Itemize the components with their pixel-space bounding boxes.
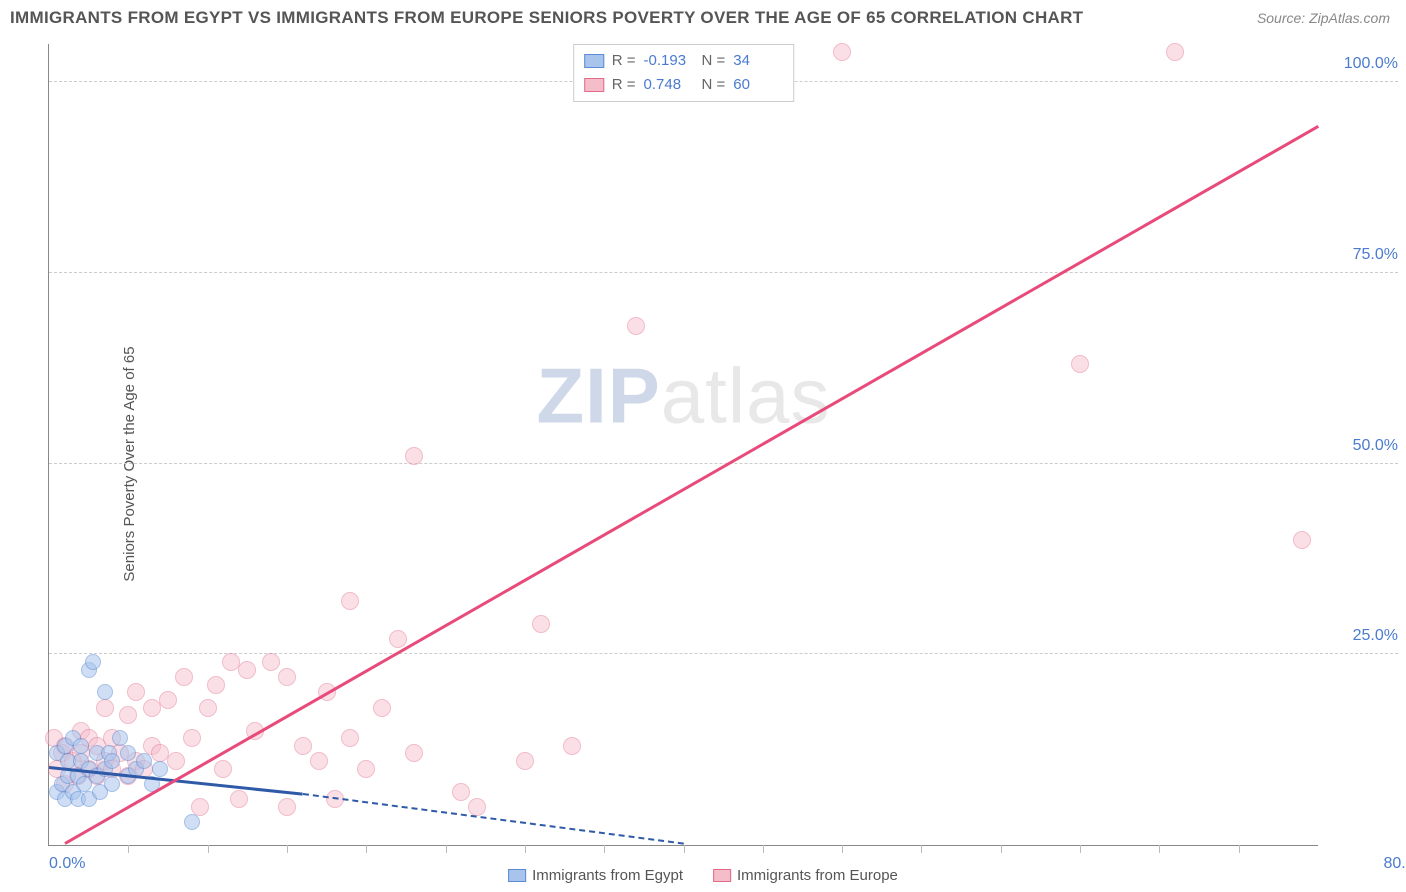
data-point-europe bbox=[833, 43, 851, 61]
legend-label-europe: Immigrants from Europe bbox=[737, 867, 898, 884]
x-tick bbox=[208, 845, 209, 853]
data-point-europe bbox=[191, 798, 209, 816]
data-point-egypt bbox=[104, 776, 120, 792]
y-tick-label: 50.0% bbox=[1328, 437, 1398, 455]
r-label: R = bbox=[612, 49, 636, 73]
data-point-europe bbox=[294, 737, 312, 755]
y-tick-label: 25.0% bbox=[1328, 627, 1398, 645]
x-tick bbox=[921, 845, 922, 853]
trend-line-europe bbox=[64, 125, 1319, 845]
data-point-europe bbox=[373, 699, 391, 717]
data-point-europe bbox=[183, 729, 201, 747]
data-point-europe bbox=[405, 447, 423, 465]
data-point-europe bbox=[214, 760, 232, 778]
x-tick bbox=[1001, 845, 1002, 853]
data-point-egypt bbox=[136, 753, 152, 769]
x-tick bbox=[128, 845, 129, 853]
x-tick bbox=[842, 845, 843, 853]
x-tick bbox=[684, 845, 685, 853]
data-point-europe bbox=[627, 317, 645, 335]
x-tick bbox=[604, 845, 605, 853]
legend-item-egypt: Immigrants from Egypt bbox=[508, 867, 683, 884]
data-point-europe bbox=[262, 653, 280, 671]
data-point-europe bbox=[119, 706, 137, 724]
legend-label-egypt: Immigrants from Egypt bbox=[532, 867, 683, 884]
x-tick bbox=[287, 845, 288, 853]
data-point-europe bbox=[207, 676, 225, 694]
data-point-egypt bbox=[97, 684, 113, 700]
n-value-europe: 60 bbox=[733, 73, 783, 97]
n-label: N = bbox=[702, 49, 726, 73]
gridline bbox=[49, 272, 1398, 273]
data-point-europe bbox=[96, 699, 114, 717]
chart-title: IMMIGRANTS FROM EGYPT VS IMMIGRANTS FROM… bbox=[10, 8, 1083, 28]
data-point-europe bbox=[230, 790, 248, 808]
data-point-europe bbox=[563, 737, 581, 755]
x-tick-label: 80.0% bbox=[1383, 855, 1406, 873]
x-tick bbox=[763, 845, 764, 853]
gridline bbox=[49, 653, 1398, 654]
y-tick-label: 100.0% bbox=[1328, 55, 1398, 73]
data-point-europe bbox=[167, 752, 185, 770]
swatch-egypt bbox=[508, 869, 526, 882]
swatch-egypt bbox=[584, 54, 604, 68]
data-point-egypt bbox=[184, 814, 200, 830]
x-tick bbox=[446, 845, 447, 853]
x-tick bbox=[1159, 845, 1160, 853]
swatch-europe bbox=[713, 869, 731, 882]
data-point-europe bbox=[310, 752, 328, 770]
x-tick bbox=[1239, 845, 1240, 853]
data-point-europe bbox=[357, 760, 375, 778]
data-point-europe bbox=[175, 668, 193, 686]
legend-row-egypt: R = -0.193 N = 34 bbox=[584, 49, 784, 73]
n-value-egypt: 34 bbox=[733, 49, 783, 73]
data-point-europe bbox=[238, 661, 256, 679]
data-point-europe bbox=[278, 798, 296, 816]
data-point-europe bbox=[1166, 43, 1184, 61]
trend-line-egypt-ext bbox=[303, 793, 684, 845]
data-point-egypt bbox=[104, 753, 120, 769]
data-point-europe bbox=[127, 683, 145, 701]
source-attribution: Source: ZipAtlas.com bbox=[1257, 10, 1390, 26]
chart-area: Seniors Poverty Over the Age of 65 R = -… bbox=[0, 36, 1406, 892]
data-point-egypt bbox=[152, 761, 168, 777]
correlation-legend: R = -0.193 N = 34 R = 0.748 N = 60 bbox=[573, 44, 795, 102]
plot-region: R = -0.193 N = 34 R = 0.748 N = 60 ZIPat… bbox=[48, 44, 1318, 846]
data-point-europe bbox=[1071, 355, 1089, 373]
x-tick bbox=[525, 845, 526, 853]
data-point-europe bbox=[1293, 531, 1311, 549]
r-value-egypt: -0.193 bbox=[644, 49, 694, 73]
x-tick bbox=[366, 845, 367, 853]
data-point-egypt bbox=[73, 738, 89, 754]
data-point-europe bbox=[405, 744, 423, 762]
data-point-europe bbox=[199, 699, 217, 717]
r-value-europe: 0.748 bbox=[644, 73, 694, 97]
r-label: R = bbox=[612, 73, 636, 97]
x-tick-label: 0.0% bbox=[49, 855, 85, 873]
y-tick-label: 75.0% bbox=[1328, 246, 1398, 264]
n-label: N = bbox=[702, 73, 726, 97]
data-point-europe bbox=[341, 729, 359, 747]
data-point-europe bbox=[532, 615, 550, 633]
data-point-egypt bbox=[85, 654, 101, 670]
data-point-europe bbox=[452, 783, 470, 801]
data-point-europe bbox=[389, 630, 407, 648]
data-point-europe bbox=[341, 592, 359, 610]
data-point-egypt bbox=[112, 730, 128, 746]
legend-row-europe: R = 0.748 N = 60 bbox=[584, 73, 784, 97]
swatch-europe bbox=[584, 78, 604, 92]
data-point-europe bbox=[278, 668, 296, 686]
series-legend: Immigrants from Egypt Immigrants from Eu… bbox=[508, 867, 898, 884]
data-point-europe bbox=[468, 798, 486, 816]
x-tick bbox=[1080, 845, 1081, 853]
data-point-europe bbox=[516, 752, 534, 770]
legend-item-europe: Immigrants from Europe bbox=[713, 867, 898, 884]
data-point-europe bbox=[159, 691, 177, 709]
data-point-egypt bbox=[120, 745, 136, 761]
